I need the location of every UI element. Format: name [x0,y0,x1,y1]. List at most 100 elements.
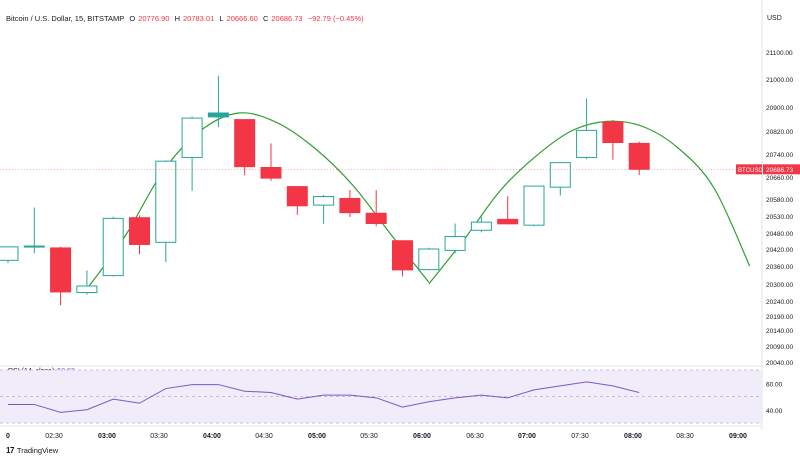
brand-name: TradingView [16,446,59,455]
time-tick-label: 04:30 [255,433,273,440]
price-tick-label: 20900.00 [766,105,793,112]
price-tag-symbol: BTCUSD [738,168,763,174]
candle [286,186,308,215]
candle [418,247,440,271]
time-tick-label: 06:00 [413,433,431,440]
price-tag-value-bg [763,164,800,175]
candle-body [470,221,492,231]
time-tick-label: 0 [6,433,10,440]
price-tick-label: 20820.00 [766,129,793,136]
candle-body [365,212,387,224]
chart-header: Bitcoin / U.S. Dollar, 15, BITSTAMP O 207… [6,14,367,23]
tradingview-logo-icon: 17 [6,446,14,455]
candle [628,141,650,176]
candle [313,194,335,224]
candle [23,207,45,254]
grid [0,0,763,430]
candle-body [339,197,361,214]
time-tick-label: 05:00 [308,433,326,440]
low-value: 20666.60 [226,14,258,23]
candle [444,223,466,254]
arc-overlay-line [428,120,751,285]
time-tick-label: 04:00 [203,433,221,440]
candle [549,162,571,196]
symbol-title: Bitcoin / U.S. Dollar, 15, BITSTAMP [6,14,125,23]
high-value: 20783.01 [182,14,215,23]
price-tick-label: 20190.00 [766,314,793,321]
candle [0,246,19,264]
candle-body [50,247,72,293]
time-tick-label: 07:30 [571,433,589,440]
time-axis: 0 02:30 03:00 03:30 04:00 04:30 05:00 05:30 06:0… [6,433,747,440]
candle-body [628,142,650,170]
price-tick-label: 20420.00 [766,247,793,254]
candle [365,190,387,227]
candle-body [155,160,177,243]
arc-overlay-line [86,112,430,290]
open-label: O [129,14,136,23]
change-value: −92.79 (−0.45%) [307,14,364,23]
tradingview-brand[interactable]: 17 TradingView [6,446,58,455]
candle-body [129,217,150,245]
price-tick-label: 20090.00 [766,344,793,351]
time-tick-label: 03:30 [150,433,168,440]
candle [523,185,545,227]
price-tag: BTCUSD 20686.73 [0,164,800,175]
open-value: 20776.90 [138,14,170,23]
candle [576,98,598,160]
price-tick-label: 20140.00 [766,328,793,335]
price-tick-label: 21100.00 [766,50,793,57]
candle [155,160,177,263]
price-tick-label: 21000.00 [766,77,793,84]
candle [497,196,519,225]
candles [0,75,650,306]
price-tag-value: 20686.73 [766,167,793,174]
candle-body [286,186,308,207]
candle-body [260,167,282,179]
candle [260,143,282,181]
candle-body [181,117,203,158]
price-tick-label: 20300.00 [766,282,793,289]
time-tick-label: 09:00 [729,433,747,440]
price-tick-label: 20660.00 [766,175,793,182]
rsi-tick-label: 60.00 [766,381,783,388]
price-axis: 21100.00 21000.00 20900.00 20820.00 20740.00… [766,50,793,367]
price-tick-label: 20580.00 [766,197,793,204]
price-tag-symbol-bg [736,164,762,175]
time-tick-label: 03:00 [98,433,116,440]
candle-body [102,217,124,277]
candle [392,240,413,277]
low-label: L [219,14,224,23]
rsi-tick-label: 40.00 [766,408,783,415]
price-tick-label: 20480.00 [766,231,793,238]
candle-body [392,240,413,271]
candle [129,215,150,255]
candle-body [602,121,624,143]
rsi-line [8,381,640,413]
candle-body [76,285,98,294]
candle [234,119,256,176]
candle-body [576,129,598,158]
price-tick-label: 20240.00 [766,299,793,306]
candle-body [549,162,571,188]
candle-body [444,235,466,251]
candle [76,270,98,295]
candle-body [23,245,45,248]
candle [102,216,124,277]
currency-label: USD [767,15,782,22]
candle [50,246,72,306]
candle-body [418,248,440,271]
time-tick-label: 05:30 [360,433,378,440]
time-tick-label: 06:30 [466,433,484,440]
time-tick-label: 02:30 [45,433,63,440]
candle [339,189,361,218]
candle-body [497,218,519,225]
close-value: 20686.73 [271,14,303,23]
candle [207,75,229,128]
candle [470,216,492,233]
price-tick-label: 20740.00 [766,152,793,159]
candle-body [523,185,545,226]
rsi-pane: 60.00 40.00 [0,369,783,424]
time-tick-label: 08:30 [676,433,694,440]
